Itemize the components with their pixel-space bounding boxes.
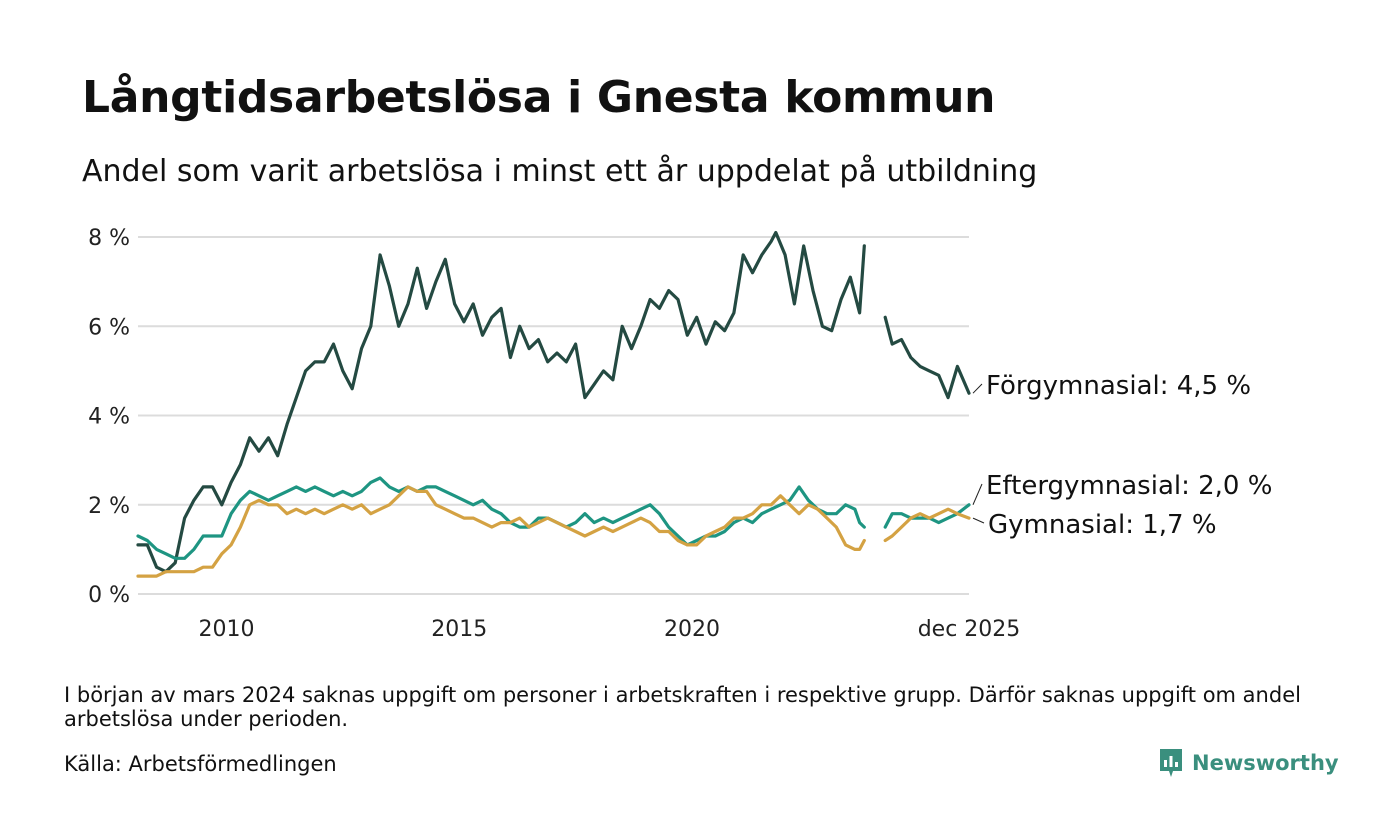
end-label-connector (972, 517, 985, 524)
x-tick-label: 2015 (431, 617, 487, 642)
series-line-förgymnasial-segment-1 (136, 230, 866, 574)
end-labels: Förgymnasial: 4,5 % Eftergymnasial: 2,0 %… (972, 371, 1272, 540)
series-line-gymnasial-segment-2 (883, 507, 971, 543)
x-tick-label: 2010 (198, 617, 254, 642)
series-line-eftergymnasial-segment-1 (136, 476, 866, 560)
footnote: I början av mars 2024 saknas uppgift om … (64, 683, 1301, 731)
x-axis-ticks: 2010 2015 2020 dec 2025 (198, 617, 1020, 642)
gridlines (138, 236, 969, 595)
y-axis-ticks: 0 % 2 % 4 % 6 % 8 % (88, 226, 130, 608)
series-line-förgymnasial-segment-2 (883, 315, 971, 400)
y-tick-label: 6 % (88, 315, 130, 340)
y-tick-label: 2 % (88, 494, 130, 519)
y-tick-label: 0 % (88, 583, 130, 608)
chart-title: Långtidsarbetslösa i Gnesta kommun (82, 72, 996, 123)
line-chart: 0 % 2 % 4 % 6 % 8 % 2010 2015 2020 dec 2025 För… (88, 226, 1272, 642)
series-lines (136, 230, 971, 578)
x-tick-label: dec 2025 (918, 617, 1021, 642)
newsworthy-logo-icon (1160, 749, 1182, 777)
end-label-connector (972, 483, 983, 505)
source-note: Källa: Arbetsförmedlingen (64, 752, 337, 776)
end-label-förgymnasial: Förgymnasial: 4,5 % (986, 371, 1251, 401)
y-tick-label: 8 % (88, 226, 130, 251)
newsworthy-logo: Newsworthy (1158, 746, 1339, 780)
end-label-connector (972, 383, 983, 394)
end-label-gymnasial: Gymnasial: 1,7 % (988, 510, 1217, 540)
chart-subtitle: Andel som varit arbetslösa i minst ett å… (82, 154, 1038, 189)
x-tick-label: 2020 (664, 617, 720, 642)
y-tick-label: 4 % (88, 405, 130, 430)
end-label-eftergymnasial: Eftergymnasial: 2,0 % (986, 471, 1272, 501)
newsworthy-brand-name: Newsworthy (1192, 751, 1339, 775)
series-line-gymnasial-segment-1 (136, 485, 866, 578)
series-line-eftergymnasial-segment-2 (883, 503, 971, 529)
